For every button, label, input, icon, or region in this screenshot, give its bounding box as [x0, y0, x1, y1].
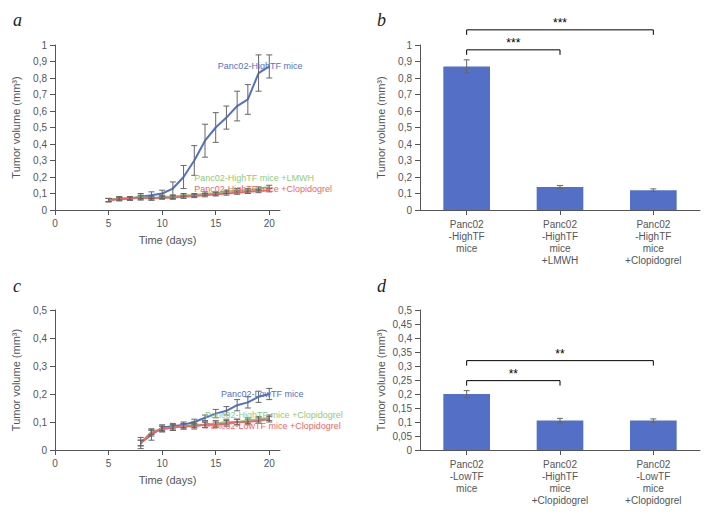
svg-text:0,7: 0,7	[398, 89, 412, 100]
svg-text:Tumor volume (mm³): Tumor volume (mm³)	[10, 329, 22, 431]
svg-text:0,4: 0,4	[33, 139, 47, 150]
svg-text:***: ***	[506, 36, 520, 50]
svg-text:-HighTF: -HighTF	[542, 471, 578, 482]
svg-text:**: **	[555, 347, 565, 361]
svg-text:mice: mice	[549, 243, 571, 254]
svg-text:5: 5	[106, 458, 112, 469]
svg-text:Tumor volume (mm³): Tumor volume (mm³)	[375, 329, 387, 431]
svg-text:0: 0	[52, 458, 58, 469]
svg-text:0,9: 0,9	[33, 56, 47, 67]
svg-text:0,3: 0,3	[398, 361, 412, 372]
svg-text:0: 0	[406, 445, 412, 456]
svg-text:0,2: 0,2	[398, 389, 412, 400]
svg-text:20: 20	[264, 458, 276, 469]
svg-text:c: c	[13, 276, 21, 296]
svg-text:0,4: 0,4	[33, 333, 47, 344]
svg-text:mice: mice	[456, 243, 478, 254]
svg-text:0,15: 0,15	[393, 403, 413, 414]
svg-text:0,25: 0,25	[393, 375, 413, 386]
svg-text:Tumor volume (mm³): Tumor volume (mm³)	[375, 76, 387, 178]
svg-text:0,1: 0,1	[398, 188, 412, 199]
svg-text:0,1: 0,1	[33, 188, 47, 199]
svg-text:0: 0	[406, 205, 412, 216]
svg-text:0,8: 0,8	[398, 73, 412, 84]
svg-text:0,5: 0,5	[398, 305, 412, 316]
svg-text:Panc02: Panc02	[450, 219, 484, 230]
svg-text:Time (days): Time (days)	[139, 474, 197, 486]
svg-text:0,6: 0,6	[398, 106, 412, 117]
svg-text:+Clopidogrel: +Clopidogrel	[625, 255, 681, 266]
svg-text:0,4: 0,4	[398, 139, 412, 150]
svg-text:Panc02-HighTF mice +Clopidogre: Panc02-HighTF mice +Clopidogrel	[205, 410, 343, 420]
svg-text:Panc02-HighTF mice +Clopidogre: Panc02-HighTF mice +Clopidogrel	[194, 184, 332, 194]
svg-text:0,5: 0,5	[33, 305, 47, 316]
svg-text:a: a	[13, 10, 22, 30]
svg-text:15: 15	[210, 218, 222, 229]
svg-text:-HighTF: -HighTF	[635, 231, 671, 242]
svg-text:mice: mice	[456, 483, 478, 494]
svg-text:mice: mice	[643, 243, 665, 254]
svg-text:0,8: 0,8	[33, 73, 47, 84]
svg-text:Panc02-LowTF mice: Panc02-LowTF mice	[221, 389, 304, 399]
svg-text:0,5: 0,5	[33, 122, 47, 133]
svg-text:0,9: 0,9	[398, 56, 412, 67]
svg-text:0,3: 0,3	[398, 155, 412, 166]
svg-text:0,5: 0,5	[398, 122, 412, 133]
svg-text:0: 0	[52, 218, 58, 229]
svg-text:***: ***	[553, 16, 567, 30]
svg-text:Panc02: Panc02	[543, 459, 577, 470]
svg-text:b: b	[377, 10, 386, 30]
svg-text:Panc02-LowTF mice +Clopidogrel: Panc02-LowTF mice +Clopidogrel	[205, 421, 341, 431]
svg-text:-LowTF: -LowTF	[450, 471, 484, 482]
svg-text:0,6: 0,6	[33, 106, 47, 117]
svg-text:Panc02: Panc02	[450, 459, 484, 470]
svg-text:0,3: 0,3	[33, 155, 47, 166]
svg-text:Panc02-HighTF mice +LMWH: Panc02-HighTF mice +LMWH	[194, 173, 314, 183]
svg-text:0,7: 0,7	[33, 89, 47, 100]
svg-text:0,05: 0,05	[393, 431, 413, 442]
svg-text:20: 20	[264, 218, 276, 229]
svg-text:Panc02: Panc02	[543, 219, 577, 230]
svg-text:Time (days): Time (days)	[139, 234, 197, 246]
svg-text:10: 10	[157, 218, 169, 229]
svg-text:+LMWH: +LMWH	[542, 255, 578, 266]
svg-text:Panc02: Panc02	[636, 459, 670, 470]
svg-text:0,1: 0,1	[398, 417, 412, 428]
svg-text:10: 10	[157, 458, 169, 469]
svg-text:0,35: 0,35	[393, 347, 413, 358]
svg-text:-HighTF: -HighTF	[449, 231, 485, 242]
svg-text:0: 0	[41, 205, 47, 216]
svg-text:0: 0	[41, 445, 47, 456]
svg-text:0,1: 0,1	[33, 417, 47, 428]
svg-text:1: 1	[41, 40, 47, 51]
svg-text:0,2: 0,2	[33, 389, 47, 400]
svg-text:0,2: 0,2	[33, 172, 47, 183]
svg-text:1: 1	[406, 40, 412, 51]
svg-text:+Clopidogrel: +Clopidogrel	[532, 495, 588, 506]
svg-text:-HighTF: -HighTF	[542, 231, 578, 242]
svg-text:15: 15	[210, 458, 222, 469]
svg-text:5: 5	[106, 218, 112, 229]
svg-text:mice: mice	[549, 483, 571, 494]
svg-text:0,4: 0,4	[398, 333, 412, 344]
svg-text:0,45: 0,45	[393, 319, 413, 330]
svg-text:Panc02: Panc02	[636, 219, 670, 230]
svg-text:d: d	[377, 276, 387, 296]
svg-text:**: **	[509, 367, 519, 381]
svg-text:Panc02-HighTF mice: Panc02-HighTF mice	[218, 61, 303, 71]
svg-text:0,3: 0,3	[33, 361, 47, 372]
svg-text:mice: mice	[643, 483, 665, 494]
svg-text:+Clopidogrel: +Clopidogrel	[625, 495, 681, 506]
svg-text:Tumor volume (mm³): Tumor volume (mm³)	[10, 76, 22, 178]
svg-text:-LowTF: -LowTF	[636, 471, 670, 482]
svg-text:0,2: 0,2	[398, 172, 412, 183]
